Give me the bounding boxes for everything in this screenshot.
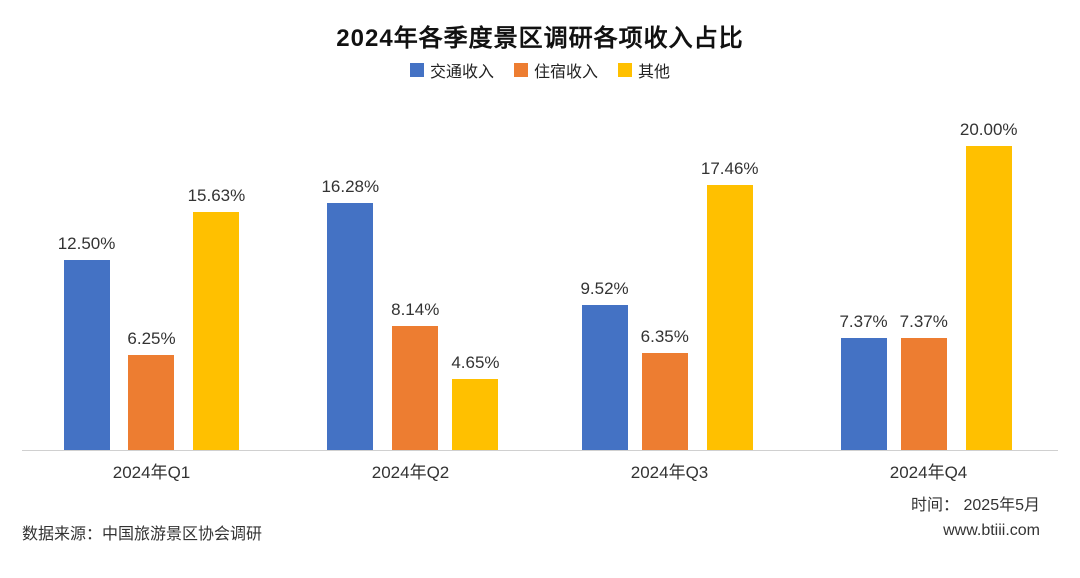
bar [581, 305, 628, 450]
bar-column: 7.37% [839, 311, 888, 450]
x-axis-labels: 2024年Q1 2024年Q2 2024年Q3 2024年Q4 [22, 458, 1058, 483]
x-axis-label: 2024年Q4 [889, 463, 968, 482]
x-axis-label: 2024年Q1 [112, 463, 191, 482]
bar [965, 146, 1012, 450]
bar-value-label: 20.00% [959, 120, 1018, 139]
legend-label: 住宿收入 [533, 64, 598, 81]
legend-item: 其他 [618, 58, 670, 82]
bar-value-label: 7.37% [899, 311, 948, 331]
bar-group: 12.50% 6.25% 15.63% [22, 100, 281, 450]
bar [392, 326, 439, 450]
legend-swatch [409, 63, 424, 77]
bar-column: 4.65% [451, 353, 500, 450]
bar [327, 202, 374, 450]
bar-value-label: 15.63% [187, 186, 246, 206]
bar [63, 260, 110, 450]
legend-swatch [513, 63, 528, 77]
data-source-note: 数据来源：中国旅游景区协会调研 [22, 526, 263, 543]
bar [641, 353, 688, 450]
bar-value-label: 6.35% [640, 327, 689, 347]
bar-column: 6.35% [641, 327, 689, 450]
plot-area: 12.50% 6.25% 15.63% 16.28% 8.14% 4.65% 9.52% 6.… [22, 100, 1058, 451]
legend-swatch [618, 63, 632, 77]
bar-value-label: 17.46% [700, 158, 759, 178]
bar-group: 16.28% 8.14% 4.65% [281, 100, 540, 450]
footer-right: 时间： 2025年5月 www.btiii.com [911, 494, 1040, 544]
bar [193, 212, 240, 450]
bar-column: 9.52% [580, 279, 629, 450]
bar-group: 9.52% 6.35% 17.46% [540, 100, 799, 450]
website-note: www.btiii.com [943, 521, 1040, 539]
bar [452, 379, 499, 450]
bar [128, 355, 175, 450]
chart-legend: 交通收入 住宿收入 其他 [0, 58, 1080, 82]
bar-value-label: 6.25% [127, 329, 176, 348]
bar-column: 15.63% [187, 186, 246, 450]
bar [900, 337, 947, 450]
bar-value-label: 8.14% [391, 300, 440, 320]
x-axis-label: 2024年Q3 [630, 463, 709, 482]
time-note: 时间： 2025年5月 [911, 497, 1040, 514]
bar-column: 16.28% [321, 177, 379, 450]
bar-value-label: 16.28% [321, 176, 380, 196]
bar [840, 337, 887, 450]
legend-label: 交通收入 [429, 64, 494, 81]
chart-title: 2024年各季度景区调研各项收入占比 [336, 25, 744, 52]
bar-value-label: 12.50% [57, 234, 116, 253]
bar-value-label: 9.52% [580, 279, 629, 299]
bar-column: 12.50% [57, 234, 116, 450]
bar-value-label: 7.37% [839, 311, 888, 331]
legend-item: 住宿收入 [513, 58, 598, 82]
legend-item: 交通收入 [409, 58, 494, 82]
x-axis-label: 2024年Q2 [371, 463, 450, 482]
bar-column: 6.25% [127, 329, 176, 450]
legend-label: 其他 [638, 64, 671, 81]
bar-group: 7.37% 7.37% 20.00% [799, 100, 1058, 450]
bar-column: 7.37% [900, 312, 948, 450]
bar-value-label: 4.65% [451, 353, 500, 373]
bar [706, 184, 753, 450]
bar-column: 8.14% [391, 300, 439, 450]
bar-column: 20.00% [960, 120, 1018, 450]
bar-column: 17.46% [701, 159, 759, 450]
